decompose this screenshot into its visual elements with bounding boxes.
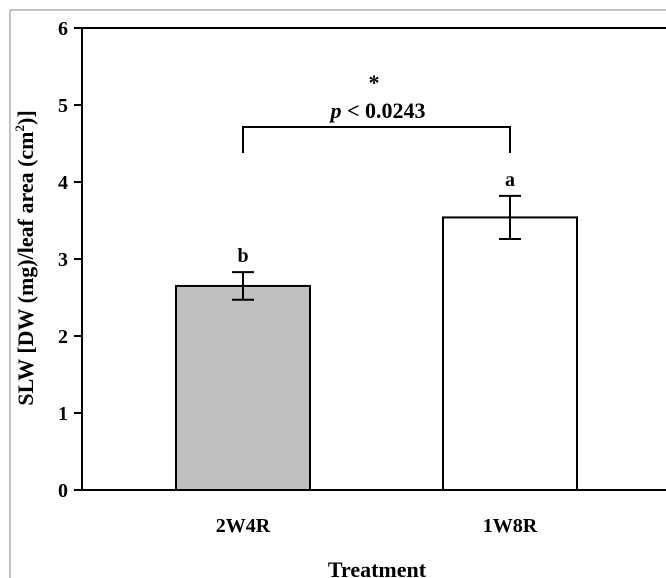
- y-axis-ticks: 0 1 2 3 4 5 6: [58, 18, 82, 502]
- x-tick-label: 2W4R: [216, 515, 271, 537]
- x-axis-title: Treatment: [328, 557, 427, 578]
- significance-letter: a: [505, 169, 515, 191]
- bar-2W4R: [175, 284, 311, 492]
- y-axis-title: SLW [DW (mg)/leaf area (cm2)]: [12, 110, 38, 405]
- x-axis-tick-labels: 2W4R 1W8R: [216, 515, 538, 537]
- y-tick-label: 6: [58, 18, 68, 40]
- y-tick-label: 1: [58, 403, 68, 425]
- y-tick-label: 4: [58, 172, 68, 194]
- y-tick-label: 3: [58, 249, 68, 271]
- y-tick-label: 2: [58, 326, 68, 348]
- y-tick-label: 5: [58, 95, 68, 117]
- p-rest: < 0.0243: [341, 98, 425, 123]
- x-tick-label: 1W8R: [483, 515, 538, 537]
- significance-letters-group: ba: [237, 169, 515, 267]
- y-axis-title-main: SLW [DW (mg)/leaf area (cm: [13, 132, 38, 406]
- significance-bracket: [242, 126, 511, 153]
- y-axis-title-suffix: )]: [13, 110, 38, 125]
- y-axis-title-exponent: 2: [12, 125, 27, 132]
- significance-star: *: [369, 70, 380, 95]
- significance-annotation: * p < 0.0243: [242, 70, 511, 153]
- y-tick-label: 0: [58, 480, 68, 502]
- significance-letter: b: [237, 245, 248, 267]
- p-value-label: p < 0.0243: [328, 98, 425, 123]
- p-symbol: p: [328, 98, 341, 123]
- bar-1W8R: [442, 216, 578, 491]
- bars-group: [175, 216, 578, 492]
- error-bars-group: [232, 194, 521, 301]
